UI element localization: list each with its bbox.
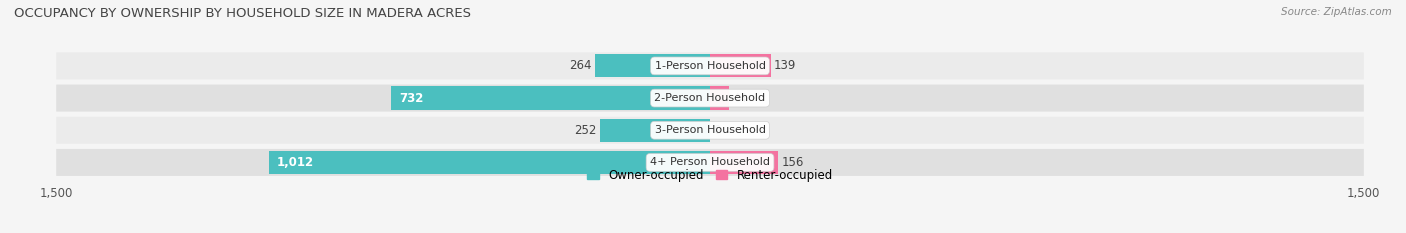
- Text: 44: 44: [733, 92, 748, 105]
- Text: 1-Person Household: 1-Person Household: [655, 61, 765, 71]
- Bar: [710, 86, 730, 110]
- Text: 2-Person Household: 2-Person Household: [654, 93, 766, 103]
- Text: 3-Person Household: 3-Person Household: [655, 125, 765, 135]
- Bar: [710, 54, 770, 78]
- Text: 264: 264: [569, 59, 592, 72]
- FancyBboxPatch shape: [56, 85, 1364, 112]
- Text: 4+ Person Household: 4+ Person Household: [650, 158, 770, 168]
- Text: 732: 732: [399, 92, 423, 105]
- Bar: [710, 151, 778, 174]
- Text: 156: 156: [782, 156, 804, 169]
- Bar: [595, 54, 710, 78]
- Bar: [600, 119, 710, 142]
- Text: 0: 0: [713, 124, 721, 137]
- Text: 139: 139: [775, 59, 796, 72]
- Text: Source: ZipAtlas.com: Source: ZipAtlas.com: [1281, 7, 1392, 17]
- FancyBboxPatch shape: [56, 149, 1364, 176]
- Legend: Owner-occupied, Renter-occupied: Owner-occupied, Renter-occupied: [582, 164, 838, 187]
- Text: OCCUPANCY BY OWNERSHIP BY HOUSEHOLD SIZE IN MADERA ACRES: OCCUPANCY BY OWNERSHIP BY HOUSEHOLD SIZE…: [14, 7, 471, 20]
- Text: 1,012: 1,012: [277, 156, 314, 169]
- FancyBboxPatch shape: [56, 117, 1364, 144]
- Bar: [269, 151, 710, 174]
- FancyBboxPatch shape: [56, 52, 1364, 79]
- Text: 252: 252: [574, 124, 596, 137]
- Bar: [391, 86, 710, 110]
